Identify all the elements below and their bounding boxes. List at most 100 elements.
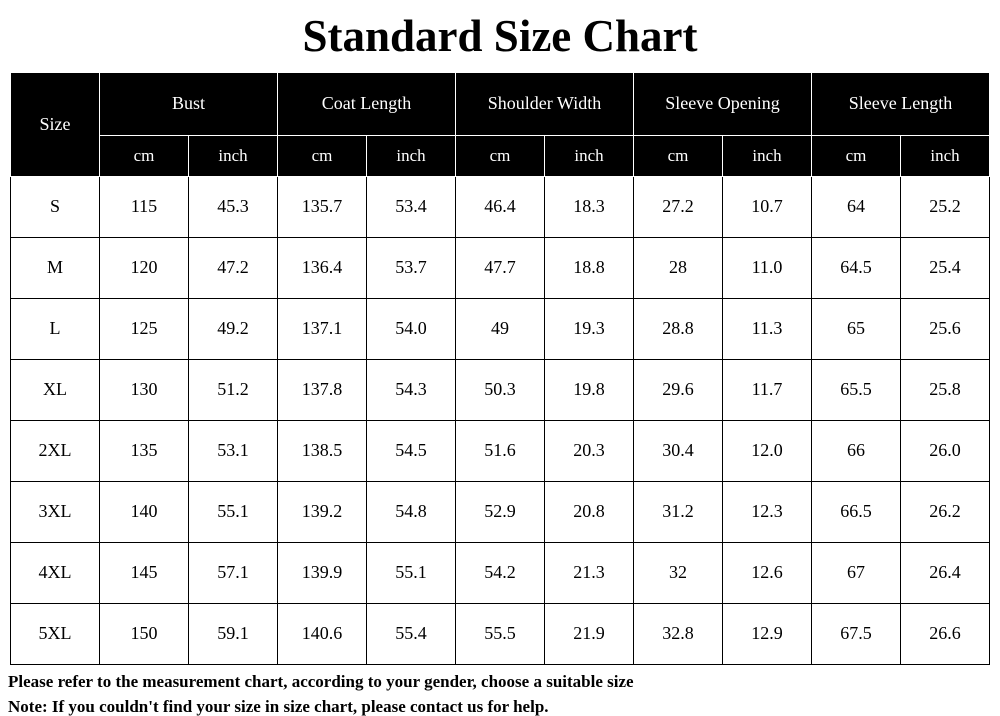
value-cell: 55.4: [366, 602, 456, 665]
value-cell: 20.3: [544, 419, 634, 482]
value-cell: 28: [633, 236, 723, 299]
value-cell: 25.4: [900, 236, 990, 299]
header-group-row: Size Bust Coat Length Shoulder Width Sle…: [10, 71, 990, 177]
value-cell: 47.2: [188, 236, 278, 299]
value-cell: 49: [455, 297, 545, 360]
value-cell: 139.9: [277, 541, 367, 604]
value-cell: 54.0: [366, 297, 456, 360]
value-cell: 125: [99, 297, 189, 360]
value-cell: 11.7: [722, 358, 812, 421]
header-unit-row: cm inch cm inch cm inch cm inch cm inch: [11, 134, 990, 177]
value-cell: 25.2: [900, 175, 990, 238]
unit-inch: inch: [366, 134, 456, 177]
value-cell: 32: [633, 541, 723, 604]
note-line-2: Note: If you couldn't find your size in …: [8, 696, 549, 716]
table-row: 2XL 135 53.1 138.5 54.5 51.6 20.3 30.4 12.0 66 26.…: [10, 419, 990, 482]
unit-cm: cm: [811, 134, 901, 177]
unit-inch: inch: [544, 134, 634, 177]
value-cell: 12.6: [722, 541, 812, 604]
value-cell: 45.3: [188, 175, 278, 238]
value-cell: 66.5: [811, 480, 901, 543]
value-cell: 135.7: [277, 175, 367, 238]
value-cell: 53.4: [366, 175, 456, 238]
value-cell: 136.4: [277, 236, 367, 299]
table-row: S 115 45.3 135.7 53.4 46.4 18.3 27.2 10.7 64 25.2: [10, 175, 990, 238]
header-sleeve-opening: Sleeve Opening: [633, 71, 812, 136]
table-row: 5XL 150 59.1 140.6 55.4 55.5 21.9 32.8 12.9 67.5 2…: [10, 602, 990, 665]
value-cell: 140.6: [277, 602, 367, 665]
value-cell: 25.8: [900, 358, 990, 421]
size-cell: S: [10, 175, 100, 238]
size-cell: XL: [10, 358, 100, 421]
value-cell: 130: [99, 358, 189, 421]
value-cell: 65.5: [811, 358, 901, 421]
value-cell: 19.3: [544, 297, 634, 360]
value-cell: 26.0: [900, 419, 990, 482]
table-row: L 125 49.2 137.1 54.0 49 19.3 28.8 11.3 65 25.6: [10, 297, 990, 360]
value-cell: 31.2: [633, 480, 723, 543]
value-cell: 26.4: [900, 541, 990, 604]
value-cell: 12.9: [722, 602, 812, 665]
value-cell: 46.4: [455, 175, 545, 238]
value-cell: 25.6: [900, 297, 990, 360]
value-cell: 50.3: [455, 358, 545, 421]
value-cell: 55.5: [455, 602, 545, 665]
value-cell: 12.3: [722, 480, 812, 543]
value-cell: 26.6: [900, 602, 990, 665]
value-cell: 51.6: [455, 419, 545, 482]
value-cell: 145: [99, 541, 189, 604]
value-cell: 67: [811, 541, 901, 604]
value-cell: 55.1: [188, 480, 278, 543]
value-cell: 53.1: [188, 419, 278, 482]
value-cell: 19.8: [544, 358, 634, 421]
unit-cm: cm: [633, 134, 723, 177]
value-cell: 54.8: [366, 480, 456, 543]
value-cell: 20.8: [544, 480, 634, 543]
header-size: Size: [10, 71, 100, 177]
unit-cm: cm: [455, 134, 545, 177]
header-coat-length: Coat Length: [277, 71, 456, 136]
unit-inch: inch: [188, 134, 278, 177]
unit-cm: cm: [277, 134, 367, 177]
value-cell: 49.2: [188, 297, 278, 360]
value-cell: 54.5: [366, 419, 456, 482]
value-cell: 10.7: [722, 175, 812, 238]
value-cell: 135: [99, 419, 189, 482]
table-header: Size Bust Coat Length Shoulder Width Sle…: [10, 71, 990, 177]
value-cell: 55.1: [366, 541, 456, 604]
table-row: 4XL 145 57.1 139.9 55.1 54.2 21.3 32 12.6 67 26.4: [10, 541, 990, 604]
value-cell: 52.9: [455, 480, 545, 543]
unit-inch: inch: [722, 134, 812, 177]
table-row: 3XL 140 55.1 139.2 54.8 52.9 20.8 31.2 12.3 66.5 2…: [10, 480, 990, 543]
value-cell: 140: [99, 480, 189, 543]
value-cell: 139.2: [277, 480, 367, 543]
size-cell: L: [10, 297, 100, 360]
value-cell: 12.0: [722, 419, 812, 482]
value-cell: 27.2: [633, 175, 723, 238]
value-cell: 18.8: [544, 236, 634, 299]
value-cell: 54.3: [366, 358, 456, 421]
value-cell: 57.1: [188, 541, 278, 604]
value-cell: 59.1: [188, 602, 278, 665]
value-cell: 47.7: [455, 236, 545, 299]
value-cell: 18.3: [544, 175, 634, 238]
value-cell: 66: [811, 419, 901, 482]
value-cell: 64.5: [811, 236, 901, 299]
note-line-1: Please refer to the measurement chart, a…: [8, 671, 634, 691]
value-cell: 120: [99, 236, 189, 299]
value-cell: 11.3: [722, 297, 812, 360]
value-cell: 21.3: [544, 541, 634, 604]
value-cell: 150: [99, 602, 189, 665]
value-cell: 28.8: [633, 297, 723, 360]
value-cell: 26.2: [900, 480, 990, 543]
value-cell: 64: [811, 175, 901, 238]
value-cell: 11.0: [722, 236, 812, 299]
header-sleeve-length: Sleeve Length: [811, 71, 990, 136]
value-cell: 137.8: [277, 358, 367, 421]
value-cell: 30.4: [633, 419, 723, 482]
footer-notes: Please refer to the measurement chart, a…: [8, 669, 1000, 716]
value-cell: 54.2: [455, 541, 545, 604]
value-cell: 138.5: [277, 419, 367, 482]
value-cell: 21.9: [544, 602, 634, 665]
